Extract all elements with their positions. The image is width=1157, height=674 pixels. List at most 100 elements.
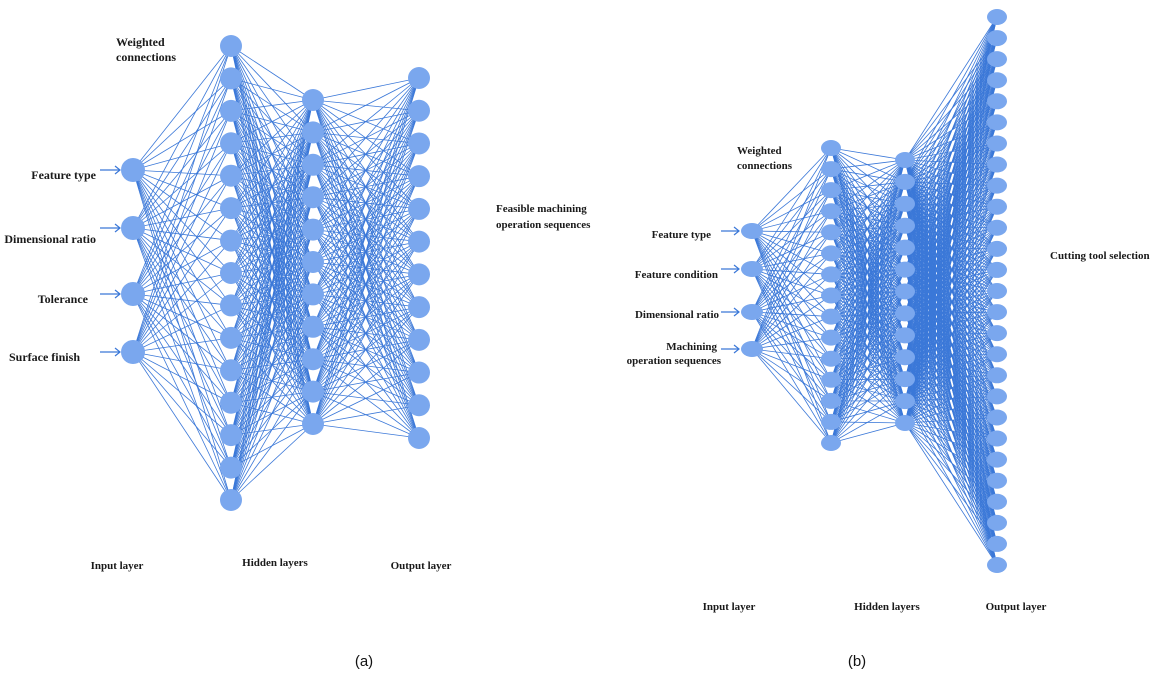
hidden-layer-1-node <box>821 371 841 388</box>
connection-line <box>830 422 906 444</box>
connection-line <box>132 227 232 436</box>
connection-line <box>312 77 420 360</box>
figure-caption: (b) <box>848 653 866 670</box>
connection-line <box>830 159 906 423</box>
connection-line <box>312 77 420 392</box>
input-label: Machining operation sequences <box>627 341 722 367</box>
connection-line <box>132 110 232 171</box>
input-label: Dimensional ratio <box>4 232 96 246</box>
connection-line <box>904 422 998 566</box>
output-layer-node <box>408 67 430 89</box>
hidden-layer-2-node <box>302 315 324 338</box>
connection-line <box>904 374 998 424</box>
connection-line <box>830 147 906 205</box>
input-layer-node <box>121 340 145 364</box>
hidden-layer-1-node <box>220 262 242 284</box>
connection-line <box>830 159 906 338</box>
connection-line <box>312 143 420 425</box>
connection-line <box>904 313 998 334</box>
connection-line <box>751 230 832 296</box>
weighted-connections-label: Weighted <box>116 35 165 49</box>
output-layer-node <box>987 472 1007 489</box>
hidden-layer-2-node <box>895 393 915 410</box>
connection-line <box>904 16 998 248</box>
input-layer-node <box>741 341 763 357</box>
connection-line <box>132 175 232 353</box>
connection-line <box>751 348 832 444</box>
hidden-layer-1-node <box>821 287 841 304</box>
connection-line <box>751 311 832 423</box>
connection-line <box>132 169 232 209</box>
connection-line <box>751 253 832 313</box>
input-arrow-icon <box>721 344 740 354</box>
input-layer-node <box>741 261 763 277</box>
hidden-layer-1-node <box>220 229 242 252</box>
output-label: Feasible machining <box>496 203 587 215</box>
connection-line <box>230 261 314 501</box>
output-layer-node <box>408 361 430 384</box>
connection-line <box>904 143 998 424</box>
connection-line <box>904 16 998 205</box>
connection-line <box>312 77 420 327</box>
output-layer-node <box>408 197 430 220</box>
hidden-layer-1-node <box>821 182 841 199</box>
connection-line <box>830 159 906 380</box>
hidden-layer-2-node <box>302 121 324 144</box>
input-layer <box>121 158 145 364</box>
connection-line <box>904 247 998 313</box>
hidden-layer-1-node <box>821 435 841 451</box>
connection-line <box>830 356 906 444</box>
connection-line <box>830 316 906 380</box>
connection-line <box>751 211 832 350</box>
output-layer-node <box>987 388 1007 405</box>
input-label: Tolerance <box>38 292 89 306</box>
input-label: Dimensional ratio <box>635 309 720 321</box>
connection-line <box>751 230 832 233</box>
weighted-connections-label: Weighted <box>737 145 782 157</box>
connection-line <box>904 422 998 482</box>
connection-line <box>132 272 232 295</box>
connection-line <box>751 210 832 232</box>
connection-line <box>904 422 998 460</box>
connection-line <box>830 159 906 254</box>
output-layer-node <box>408 328 430 351</box>
hidden-layer-1-node <box>220 326 242 349</box>
connection-line <box>132 351 232 436</box>
hidden-layer-2-node <box>302 348 324 371</box>
connection-line <box>751 168 832 313</box>
connection-line <box>132 169 232 241</box>
hidden-layer-2-node <box>895 152 915 168</box>
connection-line <box>904 225 998 250</box>
hidden-layer-1-node <box>220 164 242 187</box>
input-layer-node <box>741 304 763 320</box>
input-arrow-icon <box>100 289 121 299</box>
output-layer-node <box>987 135 1007 152</box>
connection-line <box>830 159 906 359</box>
connection-line <box>751 348 832 360</box>
connection-line <box>230 197 314 501</box>
connection-line <box>751 168 832 270</box>
hidden-layer-2-node <box>302 153 324 176</box>
connection-line <box>904 16 998 314</box>
connection-line <box>904 159 998 229</box>
connection-line <box>830 378 906 444</box>
connection-line <box>312 339 420 425</box>
connection-line <box>830 274 906 314</box>
connection-line <box>312 77 420 166</box>
connection-line <box>904 16 998 402</box>
connection-line <box>132 351 232 501</box>
output-layer-node <box>987 346 1007 363</box>
input-arrow-icon <box>721 307 740 317</box>
connection-line <box>904 400 998 418</box>
output-layer-node <box>987 430 1007 447</box>
hidden-layer-1-node <box>821 329 841 346</box>
connection-line <box>904 203 998 250</box>
hidden-layer-2-node <box>895 371 915 388</box>
connection-line <box>830 159 906 317</box>
connection-line <box>132 143 232 353</box>
connection-line <box>904 422 998 524</box>
connection-line <box>230 99 314 468</box>
hidden-layer-2-node <box>895 415 915 431</box>
input-label: Surface finish <box>9 350 80 364</box>
